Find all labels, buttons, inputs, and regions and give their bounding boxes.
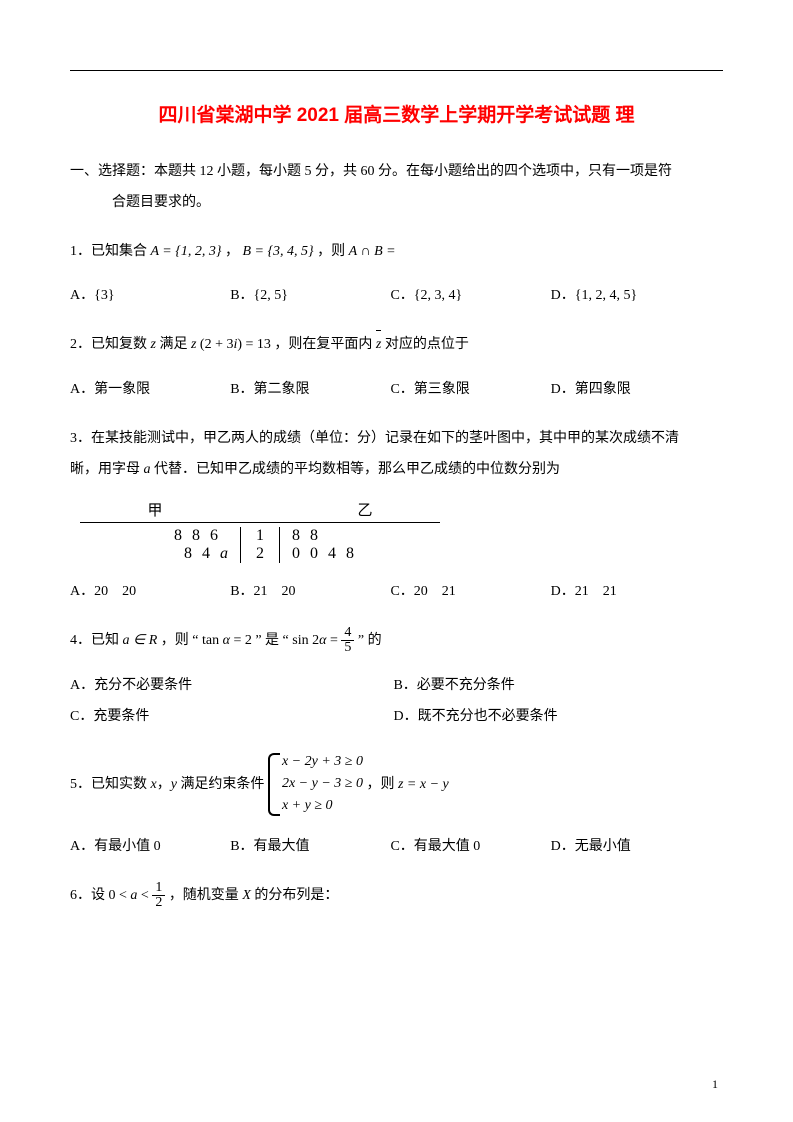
q4-frac: 4 5 (341, 626, 354, 655)
q1-opt-a: A．{3} (70, 281, 227, 312)
q3-opt-b: B．21 20 (230, 577, 387, 608)
q6-frac: 1 2 (152, 881, 165, 910)
top-rule (70, 70, 723, 71)
q2-opt-d: D．第四象限 (551, 375, 708, 406)
q3-options: A．20 20 B．21 20 C．20 21 D．21 21 (70, 577, 723, 608)
sl-row2-stem: 2 (240, 545, 280, 563)
q4-pre: 4．已知 (70, 633, 123, 648)
sl-row1-right: 88 (280, 527, 440, 545)
q4-options: A．充分不必要条件 B．必要不充分条件 C．充要条件 D．既不充分也不必要条件 (70, 671, 723, 733)
q5-sys2: 2x − y − 3 ≥ 0 (282, 773, 363, 795)
sl-row2-left: 84a (80, 545, 240, 563)
section-intro: 一、选择题：本题共 12 小题，每小题 5 分，共 60 分。在每小题给出的四个… (70, 157, 723, 219)
sl-row1-stem: 1 (240, 527, 280, 545)
q2-opt-a: A．第一象限 (70, 375, 227, 406)
q2-options: A．第一象限 B．第二象限 C．第三象限 D．第四象限 (70, 375, 723, 406)
q5-options: A．有最小值 0 B．有最大值 C．有最大值 0 D．无最小值 (70, 832, 723, 863)
q4-sin: sin 2α = (292, 633, 341, 648)
q3-opt-c: C．20 21 (390, 577, 547, 608)
q5-pre: 5．已知实数 x，y 满足约束条件 (70, 776, 268, 791)
stem-leaf-plot: 甲 乙 886 1 88 84a 2 0048 (80, 499, 440, 563)
question-6: 6．设 0 < a < 1 2 ，随机变量 X 的分布列是： (70, 881, 723, 912)
sl-row-2: 84a 2 0048 (80, 545, 440, 563)
sl-row2-right: 0048 (280, 545, 440, 563)
q4-post: ” 的 (358, 633, 382, 648)
q4-mid2: ” 是 “ (255, 633, 292, 648)
q6-pre: 6．设 (70, 888, 109, 903)
q6-frac-den: 2 (152, 896, 165, 910)
q5-post-pre: ，则 (366, 776, 398, 791)
q1-opt-c: C．{2, 3, 4} (390, 281, 547, 312)
q6-frac-num: 1 (152, 881, 165, 896)
q1-setA: A = {1, 2, 3} (151, 244, 222, 259)
q5-opt-d: D．无最小值 (551, 832, 708, 863)
q3-line2: 晰，用字母 a 代替．已知甲乙成绩的平均数相等，那么甲乙成绩的中位数分别为 (70, 455, 723, 486)
q5-sys1: x − 2y + 3 ≥ 0 (282, 751, 363, 773)
q6-post: ，随机变量 X 的分布列是： (169, 888, 339, 903)
q5-sys3: x + y ≥ 0 (282, 795, 363, 817)
q1-options: A．{3} B．{2, 5} C．{2, 3, 4} D．{1, 2, 4, 5… (70, 281, 723, 312)
sl-row-1: 886 1 88 (80, 527, 440, 545)
q2-opt-c: C．第三象限 (390, 375, 547, 406)
q4-mid1: ，则 “ (161, 633, 202, 648)
sl-header-mid (240, 499, 280, 520)
q5-system: x − 2y + 3 ≥ 0 2x − y − 3 ≥ 0 x + y ≥ 0 (268, 751, 363, 818)
q1-setB: B = {3, 4, 5} (242, 244, 313, 259)
intro-line2: 合题目要求的。 (70, 188, 723, 219)
q3-opt-a: A．20 20 (70, 577, 227, 608)
q4-opt-a: A．充分不必要条件 (70, 671, 390, 702)
q3-line1: 3．在某技能测试中，甲乙两人的成绩（单位：分）记录在如下的茎叶图中，其中甲的某次… (70, 424, 723, 455)
q4-opt-d: D．既不充分也不必要条件 (393, 702, 713, 733)
question-3: 3．在某技能测试中，甲乙两人的成绩（单位：分）记录在如下的茎叶图中，其中甲的某次… (70, 424, 723, 486)
q1-pre: 1．已知集合 (70, 244, 151, 259)
q4-opt-b: B．必要不充分条件 (393, 671, 713, 702)
q1-mid: ， (225, 244, 243, 259)
sl-header: 甲 乙 (80, 499, 440, 520)
q1-opt-b: B．{2, 5} (230, 281, 387, 312)
sl-header-right: 乙 (280, 499, 440, 520)
intro-line1: 一、选择题：本题共 12 小题，每小题 5 分，共 60 分。在每小题给出的四个… (70, 157, 723, 188)
q6-ineq: 0 < a < (109, 888, 153, 903)
sl-bar (80, 522, 440, 523)
q5-zeq: z = x − y (398, 776, 449, 791)
q4-tan: tan α = 2 (202, 633, 252, 648)
q5-opt-a: A．有最小值 0 (70, 832, 227, 863)
q1-expr: A ∩ B = (349, 244, 396, 259)
q4-aR: a ∈ R (123, 633, 158, 648)
q2-opt-b: B．第二象限 (230, 375, 387, 406)
q1-opt-d: D．{1, 2, 4, 5} (551, 281, 708, 312)
q4-frac-den: 5 (341, 641, 354, 655)
q4-opt-c: C．充要条件 (70, 702, 390, 733)
sl-row1-left: 886 (80, 527, 240, 545)
question-2: 2．已知复数 z 满足 z (2 + 3i) = 13 ，则在复平面内 z 对应… (70, 330, 723, 361)
q4-frac-num: 4 (341, 626, 354, 641)
q1-post: ，则 (317, 244, 349, 259)
q3-opt-d: D．21 21 (551, 577, 708, 608)
sl-header-left: 甲 (80, 499, 240, 520)
question-4: 4．已知 a ∈ R ，则 “ tan α = 2 ” 是 “ sin 2α =… (70, 626, 723, 657)
exam-title: 四川省棠湖中学 2021 届高三数学上学期开学考试试题 理 (70, 100, 723, 127)
page-number: 1 (712, 1077, 718, 1092)
q5-opt-b: B．有最大值 (230, 832, 387, 863)
question-5: 5．已知实数 x，y 满足约束条件 x − 2y + 3 ≥ 0 2x − y … (70, 751, 723, 818)
q5-opt-c: C．有最大值 0 (390, 832, 547, 863)
question-1: 1．已知集合 A = {1, 2, 3} ， B = {3, 4, 5} ，则 … (70, 237, 723, 268)
page: 四川省棠湖中学 2021 届高三数学上学期开学考试试题 理 一、选择题：本题共 … (0, 0, 793, 1122)
